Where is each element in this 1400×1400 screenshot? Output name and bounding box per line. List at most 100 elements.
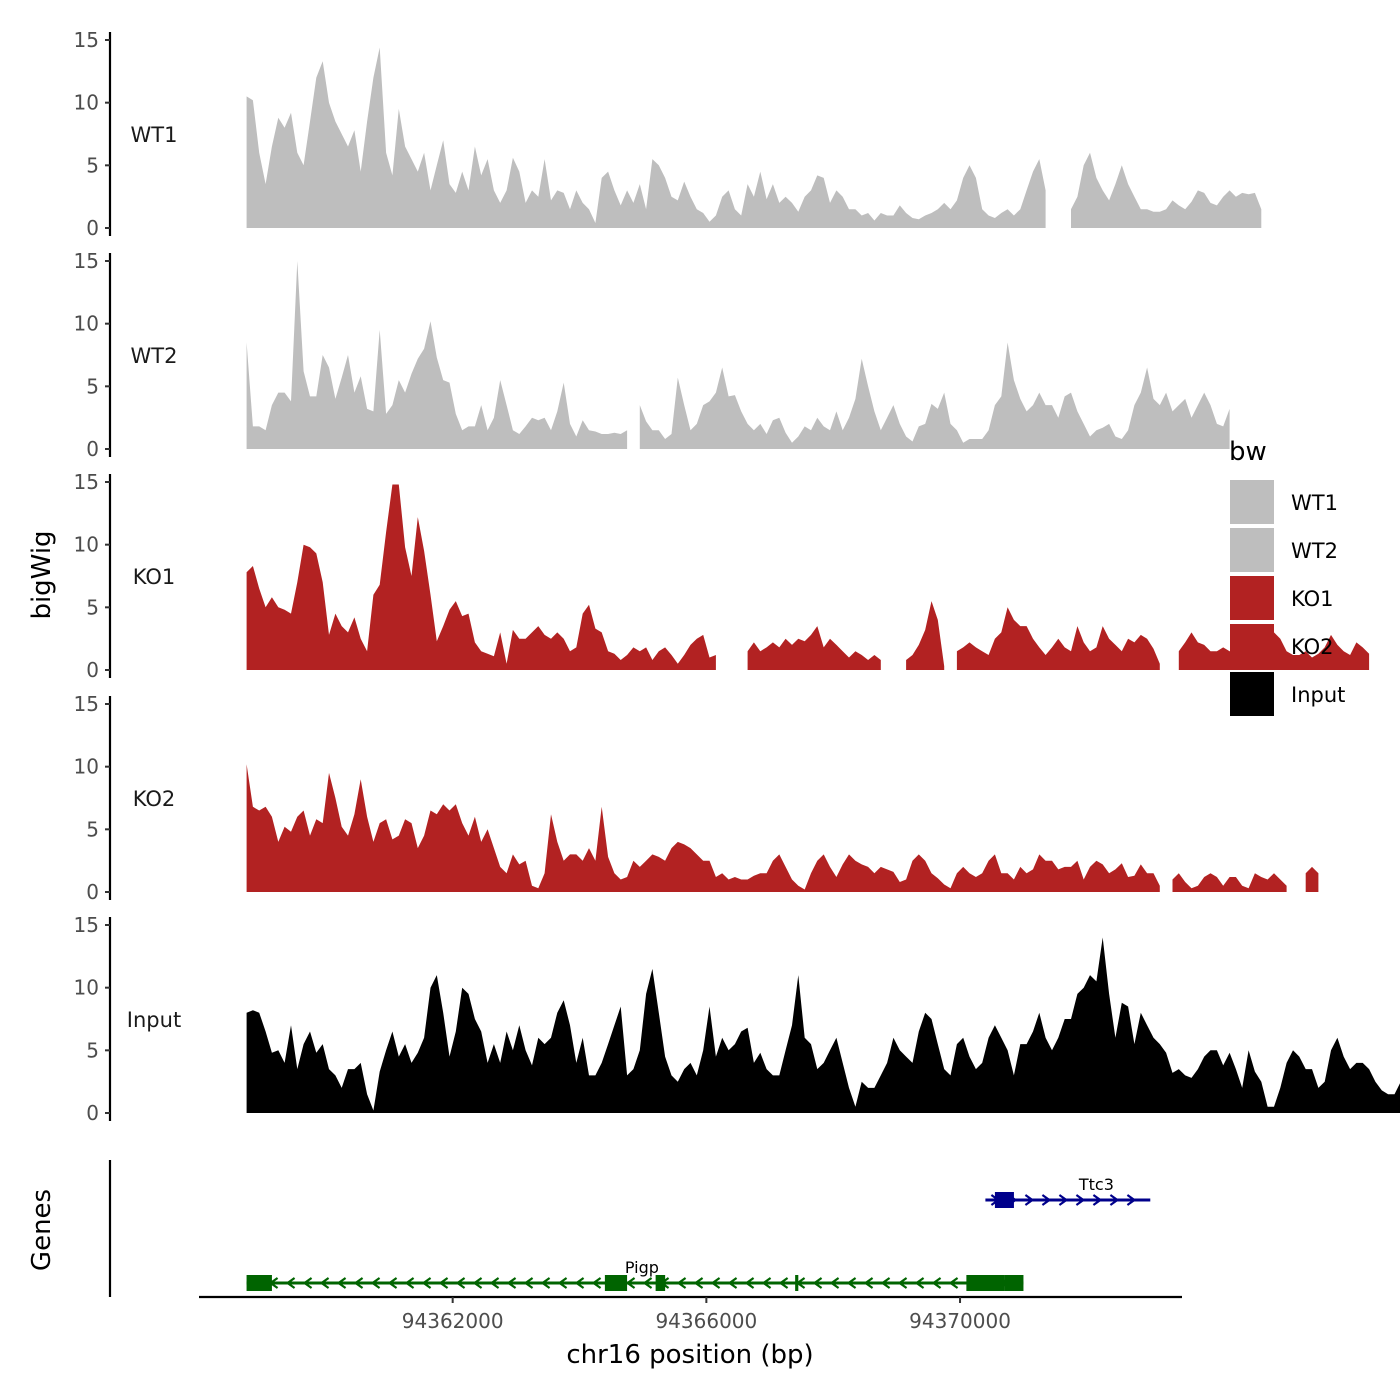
track-wt1: 0 5 10 15 WT1 (74, 28, 1262, 240)
legend-swatch (1230, 528, 1274, 572)
strand-chevron (914, 1277, 925, 1289)
y-tick-label: 15 (74, 692, 99, 716)
strand-chevron (472, 1277, 483, 1289)
y-tick-label: 10 (74, 976, 99, 1000)
strand-chevron (387, 1277, 398, 1289)
y-axis-title: bigWig (27, 530, 57, 619)
strand-chevron (710, 1277, 721, 1289)
gene-label: Pigp (625, 1258, 659, 1277)
strand-chevron (1041, 1194, 1052, 1206)
y-tick-label: 0 (86, 437, 99, 461)
signal-area (1071, 152, 1262, 228)
track-ko2: 0 5 10 15 KO2 (74, 692, 1319, 904)
y-tick-label: 5 (86, 153, 99, 177)
exon-block (604, 1275, 628, 1291)
strand-chevron (319, 1277, 330, 1289)
strand-chevron (438, 1277, 449, 1289)
x-tick-label: 94362000 (402, 1309, 504, 1333)
y-tick-label: 15 (74, 913, 99, 937)
strand-chevron (948, 1277, 959, 1289)
y-tick-label: 5 (86, 817, 99, 841)
strand-chevron (676, 1277, 687, 1289)
legend-swatch (1230, 480, 1274, 524)
signal-area (956, 607, 1160, 670)
strand-chevron (897, 1277, 908, 1289)
strand-chevron (455, 1277, 466, 1289)
track-wt2: 0 5 10 15 WT2 (74, 249, 1230, 461)
y-tick-label: 5 (86, 374, 99, 398)
signal-area (246, 764, 1160, 892)
y-tick-label: 0 (86, 658, 99, 682)
exon-block (1004, 1275, 1024, 1291)
exon-block (246, 1275, 272, 1291)
strand-chevron (761, 1277, 772, 1289)
gene-ttc3: Ttc3 (985, 1175, 1151, 1208)
signal-area (246, 484, 716, 670)
legend-swatch (1230, 672, 1274, 716)
exon-block (994, 1192, 1014, 1208)
strand-chevron (591, 1277, 602, 1289)
strand-chevron (778, 1277, 789, 1289)
x-axis: 94362000 94366000 94370000 (199, 1295, 1182, 1333)
legend-label: Input (1291, 683, 1345, 707)
signal-area (246, 261, 628, 449)
y-tick-label: 5 (86, 1038, 99, 1062)
strand-chevron (1024, 1194, 1035, 1206)
strand-chevron (1075, 1194, 1086, 1206)
strand-chevron (846, 1277, 857, 1289)
strand-chevron (1109, 1194, 1120, 1206)
gene-label: Ttc3 (1078, 1175, 1114, 1194)
strand-chevron (1058, 1194, 1069, 1206)
strand-chevron (880, 1277, 891, 1289)
strand-chevron (506, 1277, 517, 1289)
strand-chevron (404, 1277, 415, 1289)
legend-label: WT2 (1291, 539, 1338, 563)
track-label: KO1 (133, 565, 176, 589)
signal-area (906, 601, 945, 670)
legend-title: bw (1229, 437, 1267, 467)
track-label: Input (127, 1008, 181, 1032)
signal-area (1172, 873, 1287, 892)
track-label: WT2 (131, 344, 178, 368)
track-ko1: 0 5 10 15 KO1 (74, 470, 1370, 682)
signal-area (246, 47, 1046, 228)
strand-chevron (302, 1277, 313, 1289)
x-tick-label: 94370000 (909, 1309, 1011, 1333)
signal-area (246, 937, 1400, 1113)
strand-chevron (540, 1277, 551, 1289)
strand-chevron (1126, 1194, 1137, 1206)
strand-chevron (370, 1277, 381, 1289)
genes-panel: Pigp Ttc3 (108, 1160, 1151, 1297)
exon-block (966, 1275, 1005, 1291)
y-tick-label: 10 (74, 91, 99, 115)
track-input: 0 5 10 15 Input (74, 913, 1400, 1125)
y-tick-label: 15 (74, 28, 99, 52)
y-tick-label: 0 (86, 216, 99, 240)
track-label: KO2 (133, 787, 176, 811)
strand-chevron (557, 1277, 568, 1289)
strand-chevron (285, 1277, 296, 1289)
gene-pigp: Pigp (246, 1258, 1024, 1291)
legend-swatch (1230, 624, 1274, 668)
strand-chevron (574, 1277, 585, 1289)
signal-area (747, 626, 881, 670)
strand-chevron (812, 1277, 823, 1289)
track-label: WT1 (131, 123, 178, 147)
strand-chevron (489, 1277, 500, 1289)
legend-swatch (1230, 576, 1274, 620)
strand-chevron (727, 1277, 738, 1289)
y-tick-label: 0 (86, 1101, 99, 1125)
strand-chevron (1092, 1194, 1103, 1206)
x-tick-label: 94366000 (655, 1309, 757, 1333)
legend-label: WT1 (1291, 491, 1338, 515)
strand-chevron (829, 1277, 840, 1289)
signal-area (1305, 866, 1319, 892)
strand-chevron (625, 1277, 636, 1289)
legend-label: KO1 (1291, 587, 1334, 611)
legend: bw WT1 WT2 KO1 KO2 Input (1229, 437, 1345, 716)
x-axis-title: chr16 position (bp) (566, 1340, 813, 1370)
y-tick-label: 10 (74, 312, 99, 336)
y-tick-label: 10 (74, 755, 99, 779)
strand-chevron (421, 1277, 432, 1289)
